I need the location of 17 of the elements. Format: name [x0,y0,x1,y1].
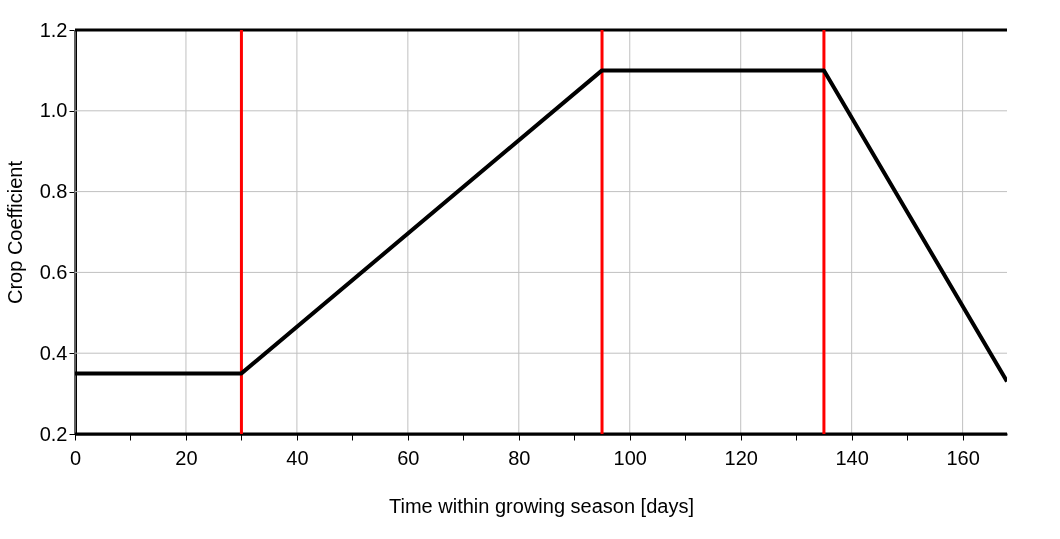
x-tick-label: 0 [69,446,82,469]
y-tick-label: 0.4 [39,341,68,364]
y-tick-label: 0.8 [39,180,68,203]
x-tick-label: 140 [835,446,869,469]
x-tick-label: 100 [613,446,647,469]
y-tick-label: 1.0 [39,99,68,122]
x-tick-label: 80 [508,446,531,469]
y-tick-label: 0.6 [39,260,68,283]
x-tick-label: 120 [724,446,758,469]
x-axis-title: Time within growing season [days] [389,494,694,517]
y-tick-label: 0.2 [39,422,68,445]
x-tick-label: 40 [286,446,309,469]
x-tick-label: 20 [175,446,198,469]
x-tick-label: 160 [946,446,980,469]
y-axis-title: Crop Coefficient [3,160,26,305]
x-tick-label: 60 [397,446,420,469]
y-tick-label: 1.2 [39,18,68,41]
